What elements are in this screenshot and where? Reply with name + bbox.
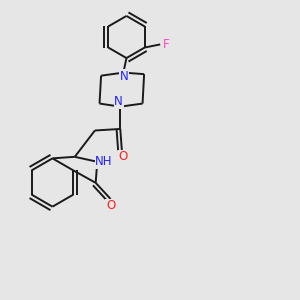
Text: N: N — [120, 70, 128, 83]
Text: O: O — [119, 150, 128, 163]
Text: N: N — [114, 95, 123, 108]
Text: F: F — [162, 38, 169, 51]
Text: O: O — [106, 199, 115, 212]
Text: NH: NH — [95, 155, 113, 168]
